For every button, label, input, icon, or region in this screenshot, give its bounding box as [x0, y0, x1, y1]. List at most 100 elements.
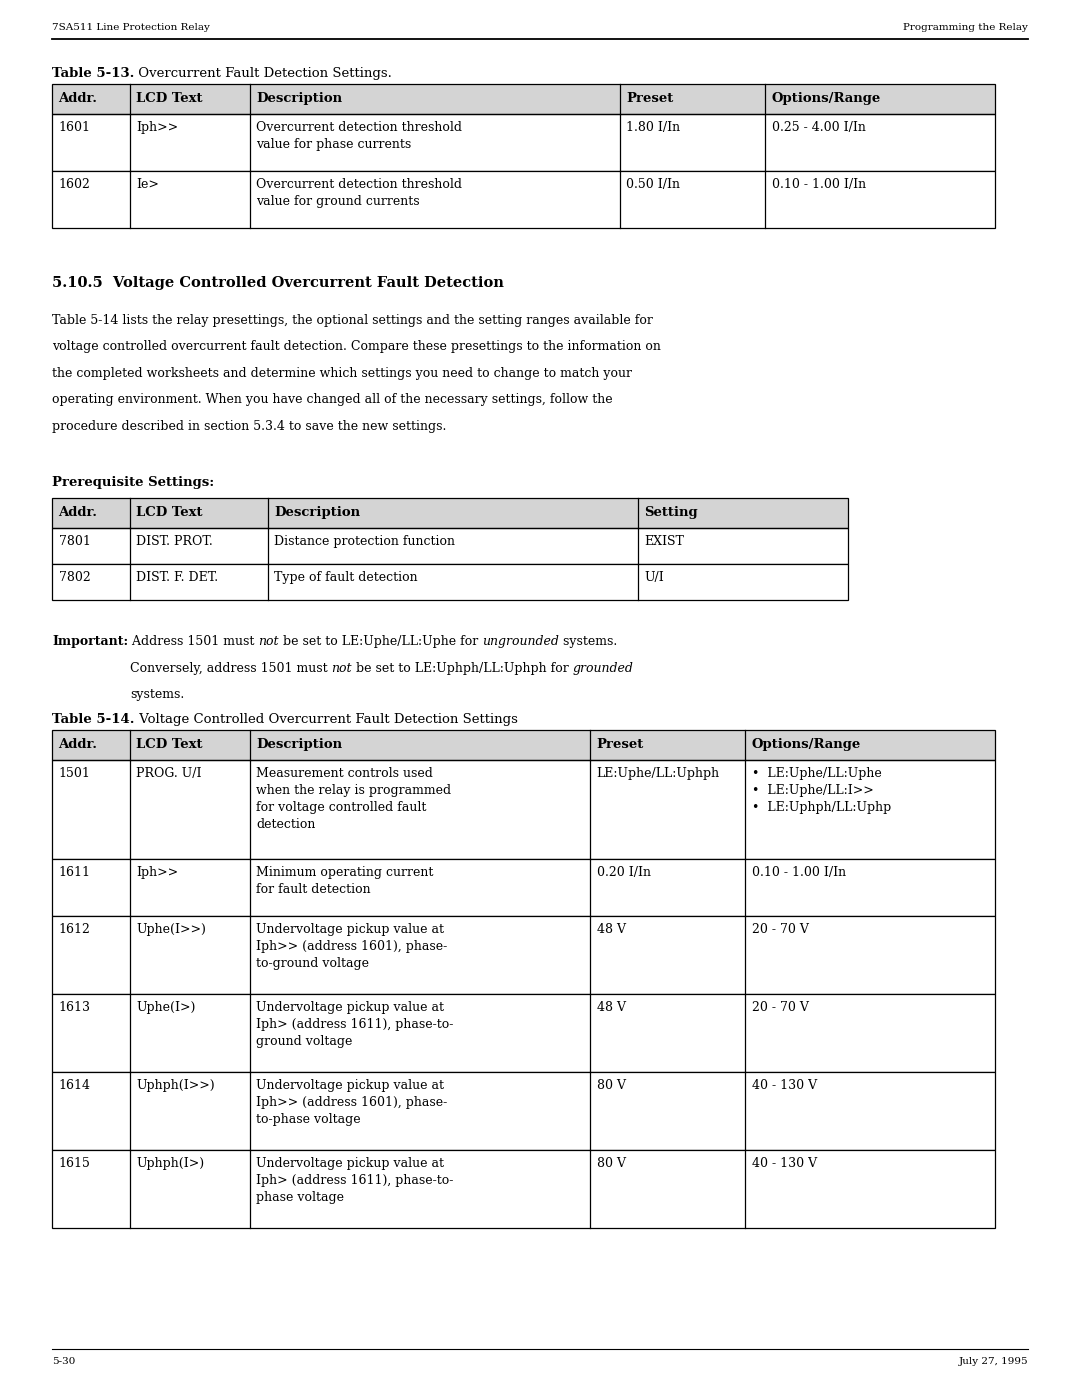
- Text: LCD Text: LCD Text: [136, 738, 203, 752]
- Bar: [52, 528, 848, 563]
- Text: 80 V: 80 V: [596, 1157, 625, 1171]
- Text: •  LE:Uphe/LL:Uphe
•  LE:Uphe/LL:I>>
•  LE:Uphph/LL:Uphp: • LE:Uphe/LL:Uphe • LE:Uphe/LL:I>> • LE:…: [752, 767, 891, 814]
- Text: LCD Text: LCD Text: [136, 506, 203, 520]
- Text: Uphe(I>): Uphe(I>): [136, 1002, 195, 1014]
- Text: not: not: [332, 662, 352, 675]
- Text: PROG. U/I: PROG. U/I: [136, 767, 202, 780]
- Text: Description: Description: [274, 506, 361, 520]
- Text: LCD Text: LCD Text: [136, 92, 203, 105]
- Text: Undervoltage pickup value at
Iph>> (address 1601), phase-
to-phase voltage: Undervoltage pickup value at Iph>> (addr…: [257, 1078, 448, 1126]
- Text: 0.10 - 1.00 I/In: 0.10 - 1.00 I/In: [771, 177, 866, 191]
- Text: 7802: 7802: [58, 571, 91, 584]
- Text: Undervoltage pickup value at
Iph> (address 1611), phase-to-
phase voltage: Undervoltage pickup value at Iph> (addre…: [257, 1157, 454, 1204]
- Text: Addr.: Addr.: [58, 92, 97, 105]
- Text: 40 - 130 V: 40 - 130 V: [752, 1078, 816, 1092]
- Text: Setting: Setting: [645, 506, 698, 520]
- Text: Uphe(I>>): Uphe(I>>): [136, 923, 206, 936]
- Text: grounded: grounded: [572, 662, 634, 675]
- Text: Undervoltage pickup value at
Iph> (address 1611), phase-to-
ground voltage: Undervoltage pickup value at Iph> (addre…: [257, 1002, 454, 1048]
- Text: DIST. PROT.: DIST. PROT.: [136, 535, 213, 548]
- Text: operating environment. When you have changed all of the necessary settings, foll: operating environment. When you have cha…: [52, 393, 612, 407]
- Text: systems.: systems.: [130, 687, 185, 701]
- Bar: [52, 1071, 995, 1150]
- Text: Addr.: Addr.: [58, 738, 97, 752]
- Text: be set to LE:Uphph/LL:Uphph for: be set to LE:Uphph/LL:Uphph for: [352, 662, 572, 675]
- Text: Overcurrent detection threshold
value for phase currents: Overcurrent detection threshold value fo…: [257, 122, 462, 151]
- Text: Description: Description: [257, 92, 342, 105]
- Text: Table 5-13.: Table 5-13.: [52, 67, 134, 80]
- Text: Conversely, address 1501 must: Conversely, address 1501 must: [130, 662, 332, 675]
- Text: 20 - 70 V: 20 - 70 V: [752, 923, 808, 936]
- Text: 40 - 130 V: 40 - 130 V: [752, 1157, 816, 1171]
- Text: 1611: 1611: [58, 866, 91, 879]
- Text: 0.50 I/In: 0.50 I/In: [626, 177, 680, 191]
- Text: Preset: Preset: [596, 738, 644, 752]
- Text: 80 V: 80 V: [596, 1078, 625, 1092]
- Text: Address 1501 must: Address 1501 must: [129, 634, 258, 647]
- Text: Ie>: Ie>: [136, 177, 160, 191]
- Text: 1614: 1614: [58, 1078, 91, 1092]
- Text: Iph>>: Iph>>: [136, 866, 178, 879]
- Text: Iph>>: Iph>>: [136, 122, 178, 134]
- Text: 7801: 7801: [58, 535, 91, 548]
- Text: Options/Range: Options/Range: [771, 92, 881, 105]
- Text: systems.: systems.: [559, 634, 618, 647]
- Text: Preset: Preset: [626, 92, 674, 105]
- Bar: [52, 915, 995, 993]
- Text: 0.20 I/In: 0.20 I/In: [596, 866, 650, 879]
- Bar: [52, 731, 995, 760]
- Text: 5-30: 5-30: [52, 1356, 76, 1366]
- Bar: [52, 497, 848, 528]
- Text: EXIST: EXIST: [645, 535, 685, 548]
- Text: 20 - 70 V: 20 - 70 V: [752, 1002, 808, 1014]
- Text: Options/Range: Options/Range: [752, 738, 861, 752]
- Text: Measurement controls used
when the relay is programmed
for voltage controlled fa: Measurement controls used when the relay…: [257, 767, 451, 831]
- Bar: [52, 563, 848, 599]
- Text: 0.10 - 1.00 I/In: 0.10 - 1.00 I/In: [752, 866, 846, 879]
- Text: 1601: 1601: [58, 122, 91, 134]
- Bar: [52, 1150, 995, 1228]
- Bar: [52, 859, 995, 915]
- Bar: [52, 731, 995, 760]
- Bar: [52, 497, 848, 528]
- Text: Uphph(I>): Uphph(I>): [136, 1157, 204, 1171]
- Text: 1.80 I/In: 1.80 I/In: [626, 122, 680, 134]
- Text: voltage controlled overcurrent fault detection. Compare these presettings to the: voltage controlled overcurrent fault det…: [52, 339, 661, 353]
- Text: Programming the Relay: Programming the Relay: [903, 22, 1028, 32]
- Text: Distance protection function: Distance protection function: [274, 535, 456, 548]
- Bar: [52, 84, 995, 113]
- Text: Table 5-14.: Table 5-14.: [52, 712, 135, 726]
- Text: July 27, 1995: July 27, 1995: [958, 1356, 1028, 1366]
- Text: 1613: 1613: [58, 1002, 91, 1014]
- Text: Undervoltage pickup value at
Iph>> (address 1601), phase-
to-ground voltage: Undervoltage pickup value at Iph>> (addr…: [257, 923, 448, 970]
- Text: be set to LE:Uphe/LL:Uphe for: be set to LE:Uphe/LL:Uphe for: [279, 634, 483, 647]
- Bar: [52, 760, 995, 859]
- Text: 1615: 1615: [58, 1157, 91, 1171]
- Text: Uphph(I>>): Uphph(I>>): [136, 1078, 215, 1092]
- Bar: [52, 170, 995, 228]
- Text: procedure described in section 5.3.4 to save the new settings.: procedure described in section 5.3.4 to …: [52, 419, 446, 433]
- Text: 1501: 1501: [58, 767, 91, 780]
- Text: 1612: 1612: [58, 923, 91, 936]
- Text: the completed worksheets and determine which settings you need to change to matc: the completed worksheets and determine w…: [52, 366, 632, 380]
- Text: U/I: U/I: [645, 571, 664, 584]
- Text: ungrounded: ungrounded: [483, 634, 559, 647]
- Text: Table 5-14 lists the relay presettings, the optional settings and the setting ra: Table 5-14 lists the relay presettings, …: [52, 313, 653, 327]
- Text: Overcurrent Fault Detection Settings.: Overcurrent Fault Detection Settings.: [134, 67, 392, 80]
- Bar: [52, 113, 995, 170]
- Text: Voltage Controlled Overcurrent Fault Detection Settings: Voltage Controlled Overcurrent Fault Det…: [135, 712, 517, 726]
- Text: Type of fault detection: Type of fault detection: [274, 571, 418, 584]
- Text: Minimum operating current
for fault detection: Minimum operating current for fault dete…: [257, 866, 434, 895]
- Text: not: not: [258, 634, 279, 647]
- Text: DIST. F. DET.: DIST. F. DET.: [136, 571, 218, 584]
- Text: Important:: Important:: [52, 634, 129, 647]
- Text: 1602: 1602: [58, 177, 91, 191]
- Text: 48 V: 48 V: [596, 1002, 625, 1014]
- Text: Addr.: Addr.: [58, 506, 97, 520]
- Text: 0.25 - 4.00 I/In: 0.25 - 4.00 I/In: [771, 122, 865, 134]
- Text: Overcurrent detection threshold
value for ground currents: Overcurrent detection threshold value fo…: [257, 177, 462, 208]
- Text: 7SA511 Line Protection Relay: 7SA511 Line Protection Relay: [52, 22, 210, 32]
- Text: Description: Description: [257, 738, 342, 752]
- Text: 48 V: 48 V: [596, 923, 625, 936]
- Bar: [52, 993, 995, 1071]
